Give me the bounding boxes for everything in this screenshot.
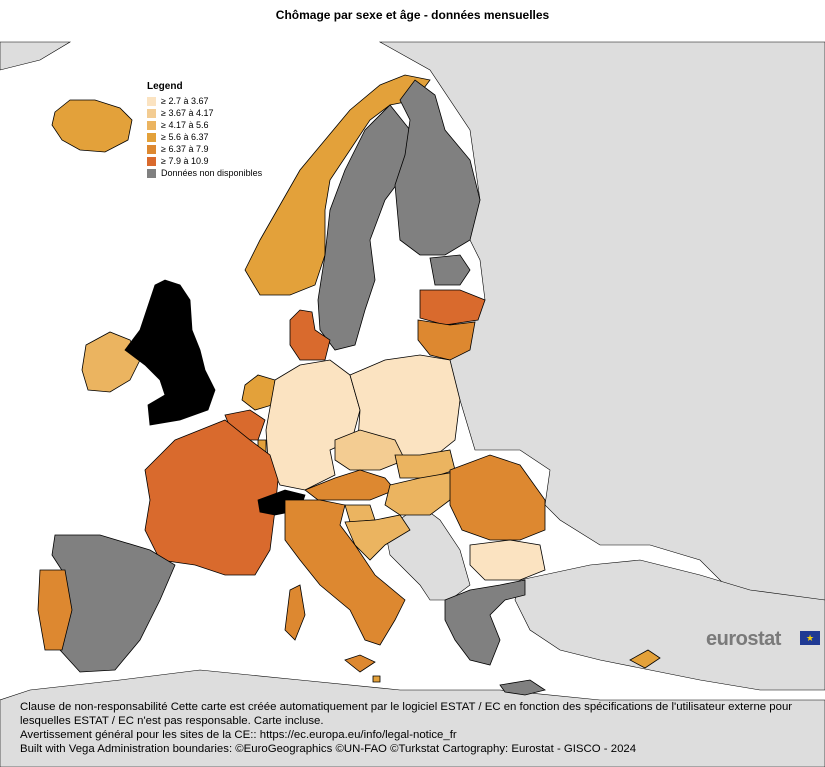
legend-item: ≥ 5.6 à 6.37	[147, 131, 262, 143]
country-ireland	[81, 331, 141, 393]
map-title: Chômage par sexe et âge - données mensue…	[275, 8, 550, 22]
norway-north-land	[0, 41, 72, 71]
legend-swatch	[147, 144, 156, 154]
legend-item: ≥ 2.7 à 3.67	[147, 95, 262, 107]
disclaimer-notes: Clause de non-responsabilité Cette carte…	[20, 700, 810, 756]
legend-swatch	[147, 156, 156, 166]
eurostat-logo: eurostat	[706, 628, 781, 650]
disclaimer-line: Clause de non-responsabilité Cette carte…	[20, 701, 793, 727]
country-slovenia	[344, 504, 376, 523]
legend-title: Legend	[147, 81, 183, 92]
country-portugal	[37, 569, 73, 651]
legend-swatch	[147, 132, 156, 142]
country-czechia	[334, 429, 406, 471]
eu-flag-icon: ★	[800, 631, 820, 645]
country-netherlands	[241, 374, 276, 411]
legend-label: ≥ 2.7 à 3.67	[161, 96, 209, 106]
country-sweden	[317, 104, 413, 351]
country-iceland	[51, 99, 133, 153]
country-latvia	[419, 289, 486, 326]
legend-label: Données non disponibles	[161, 168, 263, 178]
country-crete	[499, 679, 546, 696]
country-greece	[444, 579, 526, 666]
disclaimer-line: Avertissement général pour les sites de …	[20, 729, 457, 741]
legend-swatch	[147, 108, 156, 118]
legend-swatch	[147, 96, 156, 106]
country-hungary	[384, 471, 456, 516]
country-cyprus	[629, 649, 661, 669]
legend-swatch	[147, 168, 156, 178]
legend-item: ≥ 3.67 à 4.17	[147, 107, 262, 119]
country-italy	[284, 499, 406, 646]
country-denmark	[289, 309, 331, 361]
legend-item: ≥ 7.9 à 10.9	[147, 155, 262, 167]
country-france	[144, 419, 279, 576]
country-sicily	[344, 654, 376, 673]
country-lithuania	[417, 319, 476, 361]
country-sardinia	[284, 584, 306, 641]
legend-label: ≥ 7.9 à 10.9	[161, 156, 209, 166]
country-malta	[372, 675, 381, 683]
country-romania	[449, 454, 546, 541]
country-bulgaria	[469, 539, 546, 581]
legend-item: ≥ 4.17 à 5.6	[147, 119, 262, 131]
country-germany	[265, 359, 361, 491]
country-croatia	[344, 514, 411, 561]
countries-layer	[37, 74, 661, 696]
disclaimer-line: Built with Vega Administration boundarie…	[20, 743, 637, 755]
turkey-land	[514, 559, 825, 691]
legend-item: ≥ 6.37 à 7.9	[147, 143, 262, 155]
legend-item: Données non disponibles	[147, 167, 262, 179]
legend-label: ≥ 6.37 à 7.9	[161, 144, 209, 154]
legend-label: ≥ 4.17 à 5.6	[161, 120, 209, 130]
country-finland	[394, 79, 481, 256]
africa-land	[0, 669, 825, 767]
legend-label: ≥ 3.67 à 4.17	[161, 108, 214, 118]
country-uk	[124, 279, 216, 426]
legend: Legend ≥ 2.7 à 3.67 ≥ 3.67 à 4.17 ≥ 4.17 à…	[147, 81, 262, 179]
non-eu-land	[0, 41, 825, 767]
legend-swatch	[147, 120, 156, 130]
country-estonia	[429, 254, 471, 286]
legend-label: ≥ 5.6 à 6.37	[161, 132, 209, 142]
